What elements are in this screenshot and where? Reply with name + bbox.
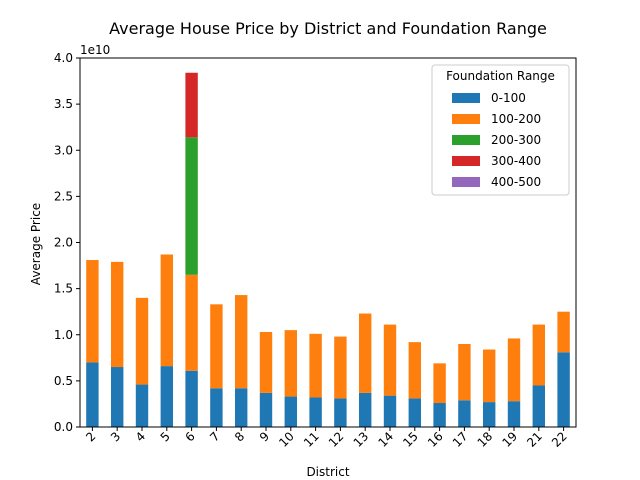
bar-19-100-200 xyxy=(507,338,521,402)
bar-8-0-100 xyxy=(235,388,248,427)
x-tick-label: 14 xyxy=(375,429,396,450)
bar-3-0-100 xyxy=(111,367,124,427)
y-tick-label: 1.0 xyxy=(54,328,73,342)
x-tick-label: 2 xyxy=(83,429,98,444)
legend-label-300-400: 300-400 xyxy=(491,154,541,168)
bar-12-100-200 xyxy=(334,336,347,399)
bar-18-100-200 xyxy=(483,349,496,403)
y-tick-label: 3.0 xyxy=(54,143,73,157)
legend-swatch-400-500 xyxy=(452,177,480,187)
bar-6-300-400 xyxy=(185,72,198,138)
x-tick-label: 10 xyxy=(276,429,297,450)
x-tick-label: 18 xyxy=(475,429,496,450)
bar-10-0-100 xyxy=(284,396,297,427)
bar-6-200-300 xyxy=(185,137,198,275)
bar-2-100-200 xyxy=(86,260,99,363)
y-axis-label: Average Price xyxy=(29,203,43,285)
x-tick-label: 4 xyxy=(133,429,148,444)
legend-label-100-200: 100-200 xyxy=(491,112,541,126)
y-tick-label: 4.0 xyxy=(54,51,73,65)
x-tick-label: 22 xyxy=(549,429,570,450)
bar-6-0-100 xyxy=(185,370,198,427)
bar-6-100-200 xyxy=(185,274,198,371)
bar-22-100-200 xyxy=(557,311,570,353)
x-tick-label: 21 xyxy=(524,429,545,450)
legend-title: Foundation Range xyxy=(446,69,555,83)
bar-12-0-100 xyxy=(334,398,347,427)
x-axis-label: District xyxy=(306,465,349,479)
bar-4-0-100 xyxy=(135,384,149,427)
bar-5-100-200 xyxy=(160,254,173,367)
bar-19-0-100 xyxy=(507,401,521,427)
x-tick-label: 15 xyxy=(400,429,421,450)
legend-swatch-200-300 xyxy=(452,135,480,145)
bar-7-100-200 xyxy=(210,304,223,389)
chart-title: Average House Price by District and Foun… xyxy=(109,19,547,38)
bar-4-100-200 xyxy=(135,297,149,385)
x-tick-label: 9 xyxy=(257,429,272,444)
bar-9-100-200 xyxy=(259,331,273,393)
y-tick-label: 3.5 xyxy=(54,97,73,111)
bar-14-100-200 xyxy=(383,324,397,396)
x-tick-label: 13 xyxy=(351,429,372,450)
bar-7-0-100 xyxy=(210,388,223,427)
bar-17-0-100 xyxy=(458,400,471,427)
legend-swatch-100-200 xyxy=(452,114,480,124)
x-tick-label: 8 xyxy=(232,429,247,444)
x-tick-label: 19 xyxy=(499,429,520,450)
bar-2-0-100 xyxy=(86,362,99,427)
y-tick-label: 2.5 xyxy=(54,189,73,203)
legend-label-200-300: 200-300 xyxy=(491,133,541,147)
y-axis: 0.0 0.5 1.0 1.5 2.0 2.5 3.0 3.5 4.0 xyxy=(54,51,80,434)
y-axis-offset-label: 1e10 xyxy=(80,43,110,57)
bar-18-0-100 xyxy=(483,402,496,427)
bar-8-100-200 xyxy=(235,295,248,389)
bar-13-0-100 xyxy=(359,392,372,427)
x-tick-label: 16 xyxy=(425,429,446,450)
x-tick-label: 3 xyxy=(108,429,123,444)
bar-10-100-200 xyxy=(284,330,297,397)
legend: Foundation Range 0-100 100-200 200-300 300-4… xyxy=(431,64,570,196)
x-tick-label: 12 xyxy=(326,429,347,450)
legend-swatch-0-100 xyxy=(452,93,480,103)
legend-swatch-300-400 xyxy=(452,156,480,166)
x-tick-label: 6 xyxy=(182,429,197,444)
bar-16-0-100 xyxy=(433,403,446,427)
x-axis: 2 3 4 5 6 7 8 9 10 11 12 13 14 15 16 17 18 19 21 22 xyxy=(83,427,570,450)
bar-22-0-100 xyxy=(557,352,570,427)
x-tick-label: 17 xyxy=(450,429,471,450)
bar-21-0-100 xyxy=(532,385,545,427)
x-tick-label: 5 xyxy=(158,429,173,444)
bar-14-0-100 xyxy=(383,395,397,427)
bar-9-0-100 xyxy=(259,392,273,427)
bar-3-100-200 xyxy=(111,261,124,368)
y-tick-label: 2.0 xyxy=(54,236,73,250)
y-tick-label: 0.5 xyxy=(54,374,73,388)
y-tick-label: 0.0 xyxy=(54,420,73,434)
y-tick-label: 1.5 xyxy=(54,282,73,296)
bar-17-100-200 xyxy=(458,343,471,401)
bar-16-100-200 xyxy=(433,363,446,404)
bar-5-0-100 xyxy=(160,366,173,427)
bar-15-0-100 xyxy=(408,398,421,427)
x-tick-label: 7 xyxy=(207,429,222,444)
plot-frame xyxy=(79,57,577,428)
legend-label-0-100: 0-100 xyxy=(491,91,526,105)
legend-label-400-500: 400-500 xyxy=(491,175,541,189)
bar-11-100-200 xyxy=(309,333,322,398)
bar-13-100-200 xyxy=(359,313,372,393)
bar-15-100-200 xyxy=(408,342,421,399)
x-tick-label: 11 xyxy=(301,429,322,450)
bar-21-100-200 xyxy=(532,324,545,386)
bars-group xyxy=(86,72,570,427)
bar-11-0-100 xyxy=(309,397,322,427)
